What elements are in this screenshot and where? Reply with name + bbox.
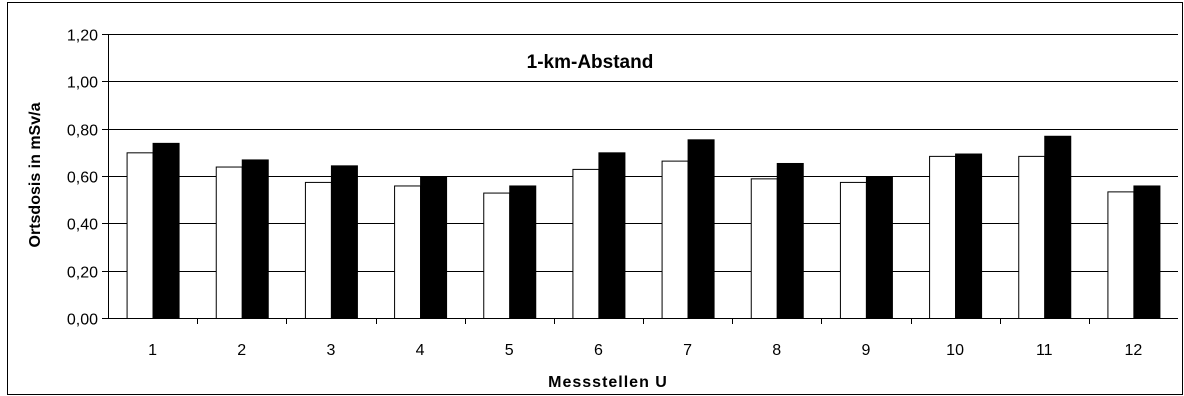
y-tick-label: 0,60: [67, 170, 98, 187]
bar: [1018, 155, 1046, 319]
x-tick-label: 8: [772, 342, 781, 359]
bar: [929, 155, 957, 319]
y-tick-label: 1,00: [67, 75, 98, 92]
axes: [102, 34, 1178, 324]
bar: [152, 142, 180, 319]
x-tick-label: 7: [683, 342, 692, 359]
x-tick-label: 1: [148, 342, 157, 359]
x-tick-label: 2: [237, 342, 246, 359]
bar: [509, 185, 537, 319]
x-tick-label: 11: [1036, 342, 1053, 359]
y-tick-label: 0,00: [67, 312, 98, 329]
bar: [955, 153, 983, 319]
bar: [215, 166, 243, 319]
y-axis-title: Ortsdosis in mSv/a: [27, 102, 44, 247]
x-tick-label: 3: [326, 342, 335, 359]
bar: [1133, 185, 1161, 319]
x-tick-label: 10: [946, 342, 964, 359]
x-tick-label: 6: [594, 342, 603, 359]
x-tick-label: 9: [861, 342, 870, 359]
bar: [750, 178, 778, 319]
bar: [394, 185, 422, 319]
bar: [330, 165, 358, 319]
bar: [1044, 135, 1072, 319]
x-tick-label: 4: [416, 342, 425, 359]
chart-frame: [7, 2, 1183, 395]
x-tick-label: 12: [1125, 342, 1143, 359]
bar: [839, 181, 867, 319]
y-tick-label: 1,20: [67, 28, 98, 45]
y-tick-label: 0,80: [67, 123, 98, 140]
bar: [687, 139, 715, 319]
x-tick-label: 5: [505, 342, 514, 359]
bar: [126, 152, 154, 319]
bar: [572, 168, 600, 319]
bars: [126, 135, 1161, 319]
chart-title: 1-km-Abstand: [527, 52, 654, 73]
y-tick-label: 0,20: [67, 265, 98, 282]
bar: [865, 176, 893, 319]
bar: [241, 159, 269, 319]
gridlines: [108, 34, 1178, 272]
bar: [1107, 191, 1135, 319]
bar: [483, 192, 511, 319]
x-axis-title: Messstellen U: [548, 374, 668, 391]
bar: [661, 160, 689, 319]
bar: [598, 152, 626, 319]
bar: [420, 176, 448, 319]
bar: [304, 181, 332, 319]
y-tick-label: 0,40: [67, 217, 98, 234]
bar: [776, 162, 804, 319]
tick-labels: 0,000,200,400,600,801,001,201 2 3 4 5 6 7 8 9 10 1…: [67, 28, 1143, 360]
